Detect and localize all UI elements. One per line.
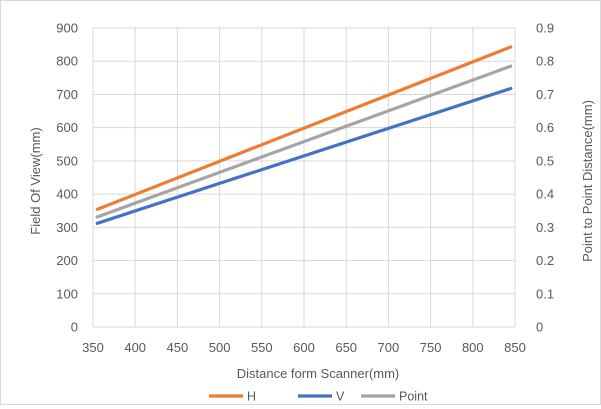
legend-label-h: H: [247, 390, 256, 404]
y-left-tick-label: 700: [56, 87, 78, 102]
y-left-tick-label: 500: [56, 153, 78, 168]
x-tick-label: 750: [420, 340, 442, 355]
series-line-h: [95, 45, 513, 211]
y-right-tick-label: 0.5: [536, 153, 554, 168]
x-tick-label: 400: [124, 340, 146, 355]
y-right-tick-label: 0: [536, 320, 543, 335]
x-tick-label: 850: [504, 340, 526, 355]
y-right-tick-labels: 0 0.1 0.2 0.3 0.4 0.5 0.6 0.7 0.8 0.9: [536, 21, 554, 335]
y-right-tick-label: 0.3: [536, 220, 554, 235]
series-line-v: [95, 86, 513, 225]
series-lines: [95, 45, 513, 225]
legend-label-point: Point: [399, 390, 428, 404]
legend-label-v: V: [336, 390, 345, 404]
x-tick-labels: 350 400 450 500 550 600 650 700 750 800 850: [82, 340, 526, 355]
y-right-tick-label: 0.8: [536, 54, 554, 69]
y-left-tick-label: 600: [56, 120, 78, 135]
x-tick-label: 800: [462, 340, 484, 355]
y-left-tick-label: 400: [56, 187, 78, 202]
y-right-tick-label: 0.7: [536, 87, 554, 102]
x-tick-label: 350: [82, 340, 104, 355]
x-tick-label: 500: [209, 340, 231, 355]
y-left-tick-label: 900: [56, 21, 78, 36]
y-left-tick-label: 800: [56, 54, 78, 69]
y-right-tick-label: 0.9: [536, 21, 554, 36]
y-left-tick-label: 100: [56, 286, 78, 301]
grid-lines: [92, 27, 516, 328]
x-tick-label: 450: [167, 340, 189, 355]
x-axis-title: Distance form Scanner(mm): [237, 366, 400, 381]
x-tick-label: 600: [293, 340, 315, 355]
x-tick-label: 650: [335, 340, 357, 355]
y-left-tick-label: 200: [56, 253, 78, 268]
y-right-tick-label: 0.6: [536, 120, 554, 135]
x-tick-label: 550: [251, 340, 273, 355]
y-left-axis-title: Field Of View(mm): [28, 127, 43, 234]
y-left-tick-label: 0: [71, 320, 78, 335]
series-line-point: [95, 64, 513, 219]
y-right-tick-label: 0.2: [536, 253, 554, 268]
legend: H V Point: [209, 390, 428, 404]
y-right-axis-title: Point to Point Distance(mm): [580, 100, 595, 262]
y-left-tick-labels: 0 100 200 300 400 500 600 700 800 900: [56, 21, 78, 335]
y-left-tick-label: 300: [56, 220, 78, 235]
x-tick-label: 700: [378, 340, 400, 355]
y-right-tick-label: 0.1: [536, 286, 554, 301]
y-right-tick-label: 0.4: [536, 187, 554, 202]
